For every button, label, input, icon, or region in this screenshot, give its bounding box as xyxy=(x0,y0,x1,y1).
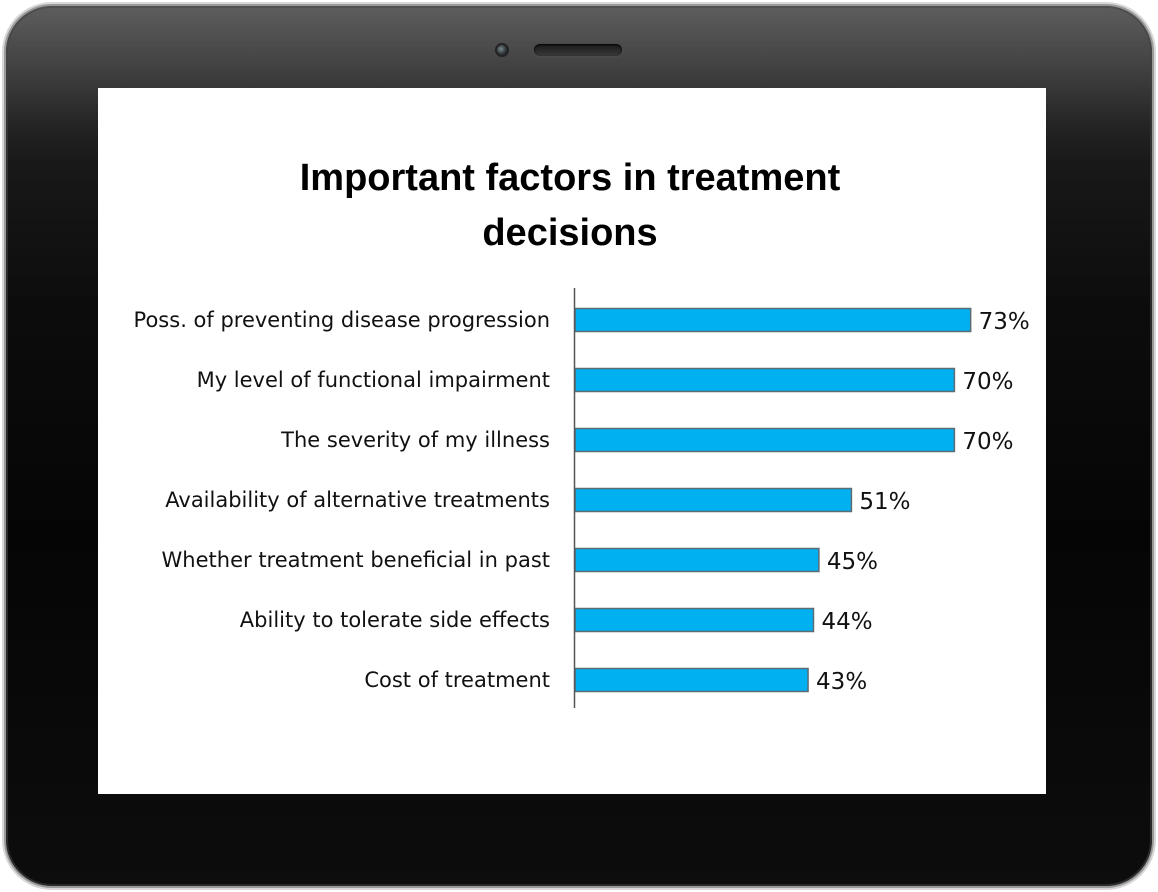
bar xyxy=(574,487,853,513)
category-label: Whether treatment beneficial in past xyxy=(162,548,550,572)
value-label: 70% xyxy=(962,369,1013,395)
bar-chart: Important factors in treatment decisions… xyxy=(134,157,1030,708)
value-label: 43% xyxy=(816,669,867,695)
category-label: Cost of treatment xyxy=(364,668,550,692)
bars-group: Poss. of preventing disease progression 7… xyxy=(134,307,1030,695)
value-label: 44% xyxy=(821,609,872,635)
bar xyxy=(574,307,972,333)
category-label: The severity of my illness xyxy=(280,428,550,452)
bar xyxy=(574,667,809,693)
bar xyxy=(574,427,956,453)
value-label: 51% xyxy=(859,489,910,515)
category-label: Ability to tolerate side effects xyxy=(240,608,550,632)
value-label: 45% xyxy=(827,549,878,575)
bar xyxy=(574,367,956,393)
camera-icon xyxy=(497,45,507,55)
category-label: Poss. of preventing disease progression xyxy=(134,308,550,332)
category-label: Availability of alternative treatments xyxy=(165,488,550,512)
bar xyxy=(574,547,820,573)
bar xyxy=(574,607,815,633)
value-label: 70% xyxy=(962,429,1013,455)
chart-title-line-1: Important factors in treatment xyxy=(300,157,841,199)
category-label: My level of functional impairment xyxy=(197,368,550,392)
tablet-screen: Important factors in treatment decisions… xyxy=(98,88,1046,794)
chart-title-line-2: decisions xyxy=(482,212,657,254)
speaker-grille-icon xyxy=(534,44,622,56)
value-label: 73% xyxy=(979,309,1030,335)
